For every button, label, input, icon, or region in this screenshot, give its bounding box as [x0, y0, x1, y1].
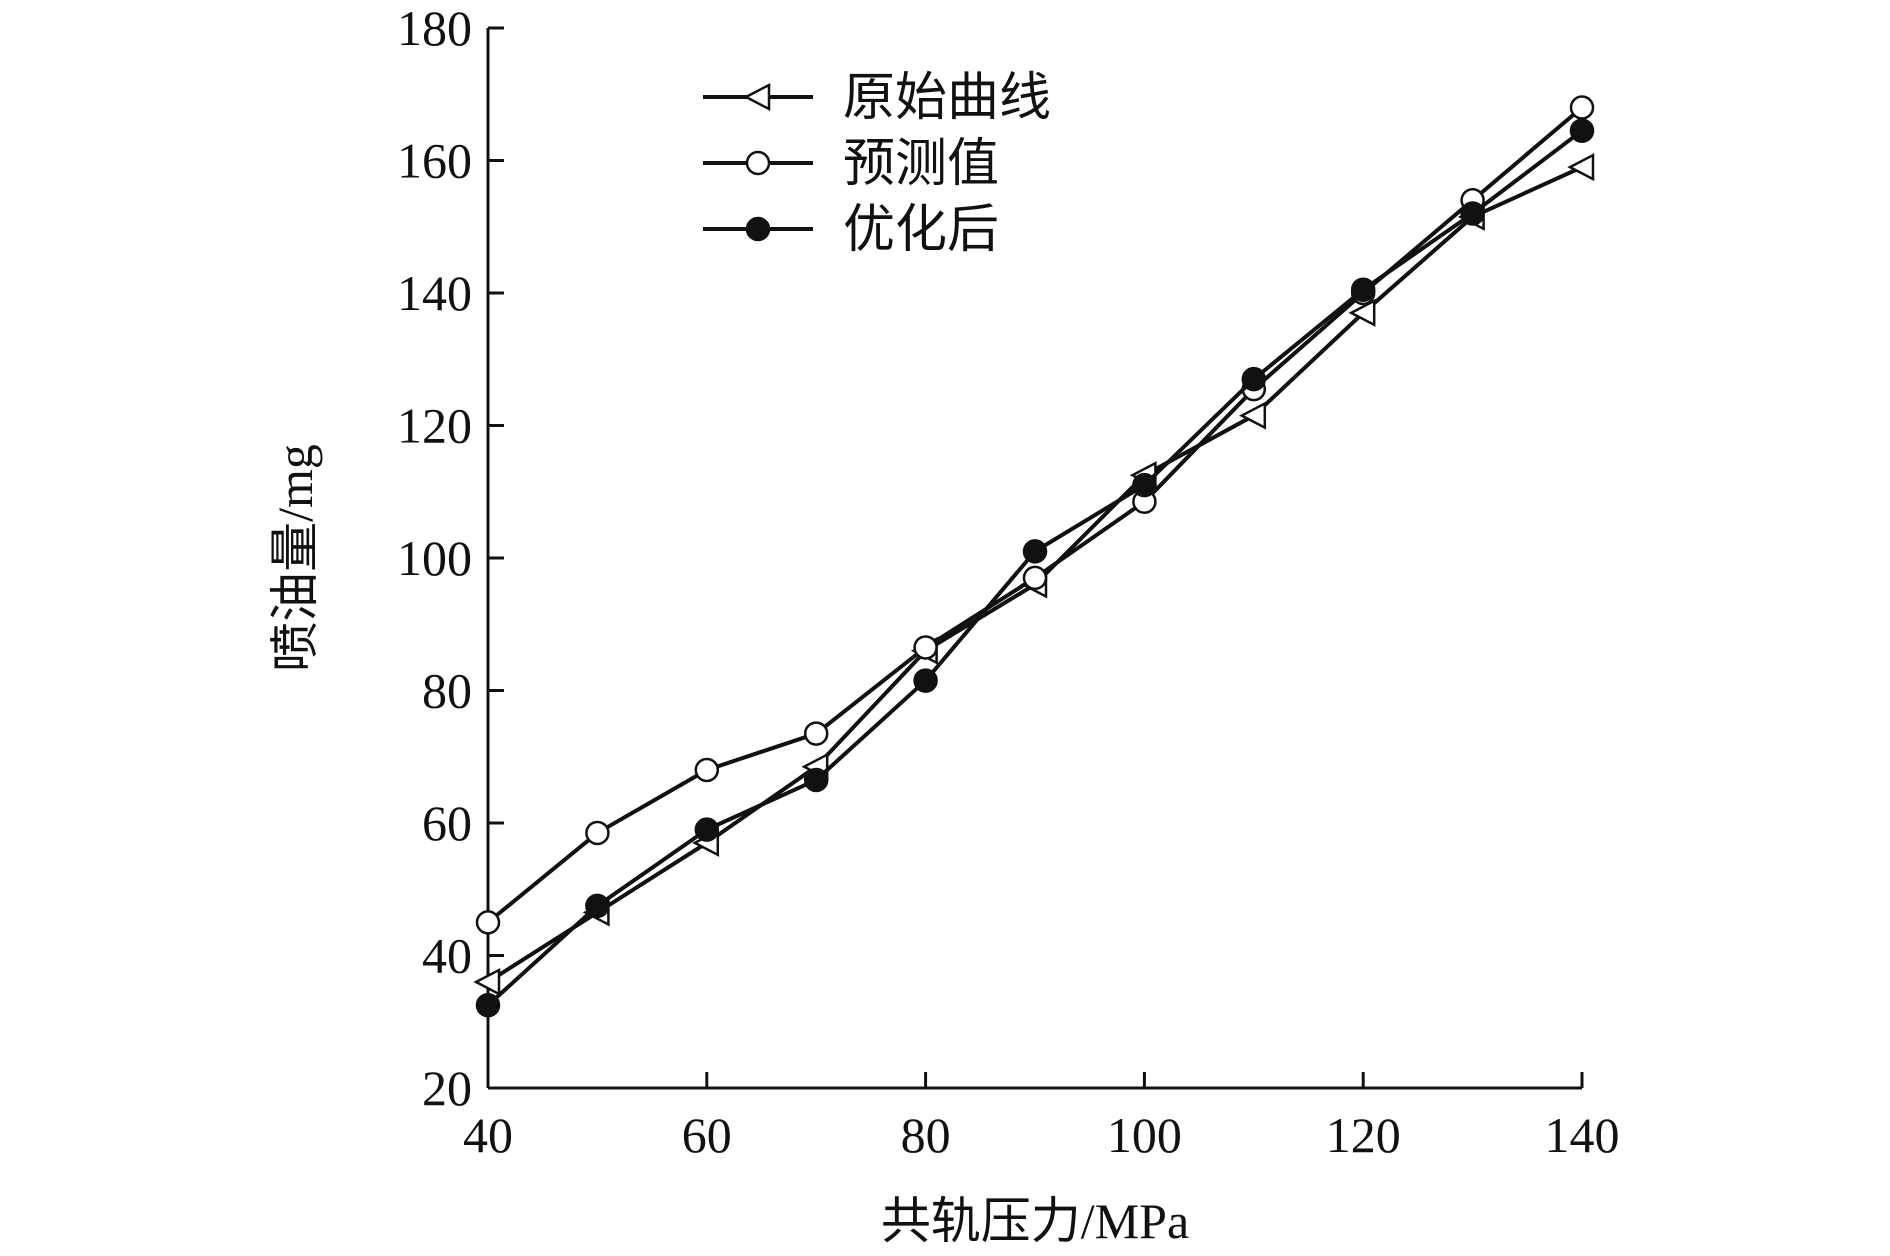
data-point — [1022, 565, 1048, 591]
data-point — [1460, 201, 1485, 226]
series-line — [486, 105, 1584, 924]
data-point — [1348, 298, 1376, 327]
legend-label: 原始曲线 — [843, 70, 1051, 127]
data-point — [913, 668, 938, 693]
legend-label: 优化后 — [843, 202, 999, 259]
x-tick-label: 60 — [682, 1107, 732, 1163]
x-tick-label: 120 — [1326, 1107, 1401, 1163]
data-point — [913, 635, 938, 660]
data-point — [585, 893, 610, 919]
legend-item-2: 预测值 — [703, 136, 999, 193]
legend-marker — [745, 216, 771, 242]
y-tick-label: 100 — [397, 530, 472, 586]
legend-marker — [745, 150, 771, 176]
legend-item-3: 优化后 — [703, 202, 999, 259]
y-tick-label: 20 — [422, 1060, 472, 1116]
y-tick-label: 180 — [397, 0, 472, 56]
y-tick-label: 140 — [397, 265, 472, 321]
legend-label: 预测值 — [843, 136, 999, 193]
data-point — [1239, 401, 1267, 430]
y-tick-label: 80 — [422, 663, 472, 719]
data-point — [1132, 472, 1157, 498]
data-point — [473, 967, 501, 997]
data-point — [1567, 153, 1595, 182]
x-axis-title: 共轨压力/MPa — [881, 1193, 1189, 1249]
series-2 — [475, 95, 1595, 935]
data-point — [1569, 118, 1595, 143]
y-axis-title: 喷油量/mg — [267, 444, 323, 672]
x-tick-label: 40 — [463, 1107, 513, 1163]
y-tick-label: 40 — [422, 928, 472, 984]
data-point — [585, 820, 610, 846]
legend-marker — [743, 82, 771, 112]
data-point — [694, 757, 720, 783]
data-point — [475, 992, 501, 1018]
y-tick-label: 60 — [422, 795, 472, 851]
y-tick-label: 120 — [397, 398, 472, 454]
data-point — [1022, 539, 1048, 564]
data-point — [803, 721, 829, 746]
data-point — [1241, 366, 1267, 392]
data-point — [475, 910, 501, 935]
series-lines — [473, 95, 1595, 1018]
legend-item-1: 原始曲线 — [703, 70, 1051, 127]
data-point — [803, 767, 829, 793]
data-point — [694, 817, 720, 842]
x-tick-label: 80 — [901, 1107, 951, 1163]
y-tick-label: 160 — [397, 133, 472, 189]
x-tick-label: 140 — [1545, 1107, 1620, 1163]
series-3 — [475, 118, 1595, 1018]
data-point — [1569, 95, 1595, 120]
data-point — [1350, 277, 1376, 302]
x-tick-label: 100 — [1107, 1107, 1182, 1163]
